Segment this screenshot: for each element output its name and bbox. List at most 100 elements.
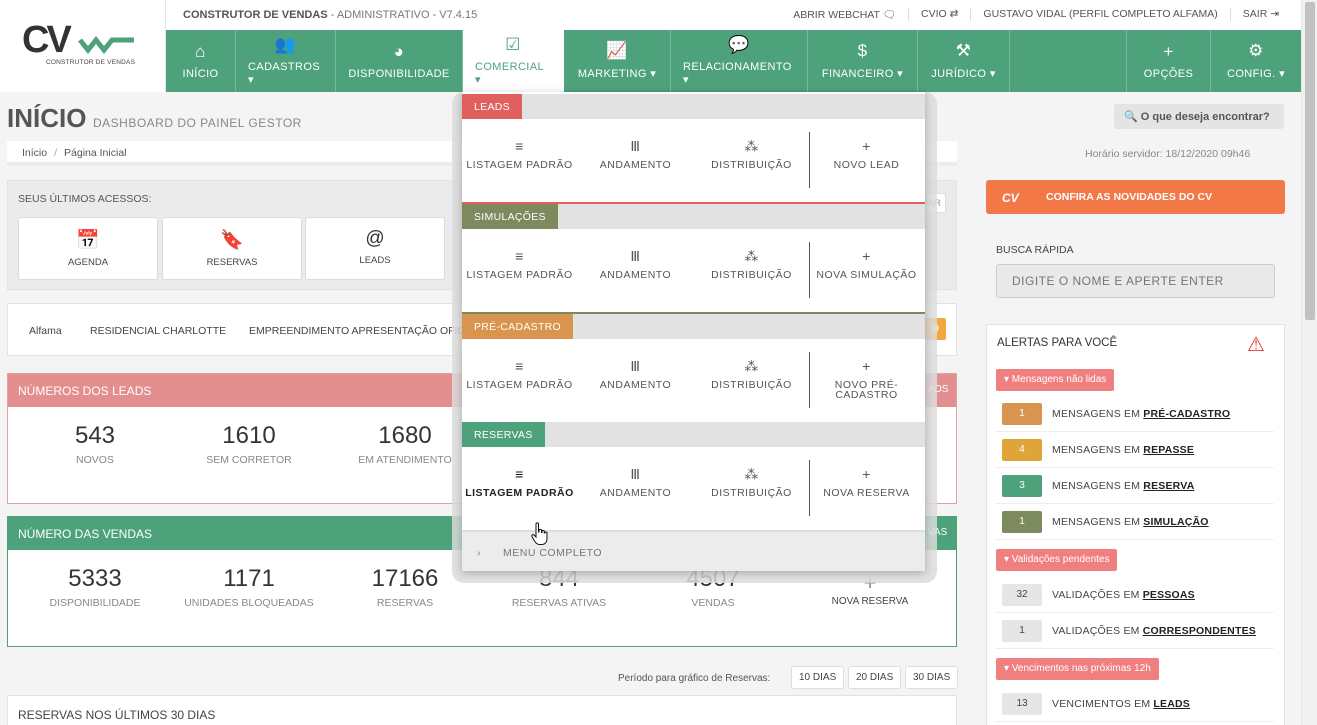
option-label: LISTAGEM PADRÃO bbox=[466, 379, 573, 391]
period-label: Período para gráfico de Reservas: bbox=[618, 673, 771, 684]
nav-marketing[interactable]: 📈 MARKETING ▾ bbox=[564, 30, 671, 92]
stat-label: VENDAS bbox=[691, 597, 735, 609]
alert-text: MENSAGENS EM REPASSE bbox=[1052, 444, 1194, 456]
stat-em-atendimento[interactable]: 1680 EM ATENDIMENTO bbox=[330, 422, 480, 466]
product-name: CONSTRUTOR DE VENDAS bbox=[183, 9, 328, 21]
leads-distribuicao[interactable]: ⁂ DISTRIBUIÇÃO bbox=[694, 139, 809, 170]
alert-row[interactable]: 1 MENSAGENS EM SIMULAÇÃO bbox=[996, 504, 1274, 540]
gear-icon: ⚙ bbox=[1248, 41, 1264, 60]
stat-reservas[interactable]: 17166 RESERVAS bbox=[330, 565, 480, 609]
scrollbar-thumb[interactable] bbox=[1305, 2, 1315, 320]
nav-opcoes[interactable]: + OPÇÕES bbox=[1126, 30, 1211, 92]
option-label: NOVA RESERVA bbox=[823, 487, 910, 499]
period-30-button[interactable]: 30 DIAS bbox=[905, 666, 959, 689]
webchat-link[interactable]: ABRIR WEBCHAT 🗨 bbox=[793, 9, 897, 21]
section-tag: PRÉ-CADASTRO bbox=[462, 314, 574, 339]
nav-relacionamento[interactable]: 💬 RELACIONAMENTO ▾ bbox=[671, 30, 808, 92]
tab-empreendimento[interactable]: EMPREENDIMENTO APRESENTAÇÃO OFICI bbox=[249, 325, 468, 337]
alert-row[interactable]: 13 VENCIMENTOS EM LEADS bbox=[996, 686, 1274, 722]
cvio-link[interactable]: CVIO ⇄ bbox=[908, 8, 970, 21]
chart-line-icon: 📈 bbox=[606, 41, 628, 60]
dashboard-icon: ◕ bbox=[393, 41, 405, 61]
alert-group-due[interactable]: ▾ Vencimentos nas próximas 12h bbox=[996, 658, 1159, 680]
vertical-scrollbar[interactable] bbox=[1301, 0, 1317, 725]
tile-reservas[interactable]: 🔖 RESERVAS bbox=[162, 217, 302, 280]
simulacoes-listagem-padrao[interactable]: ≡ LISTAGEM PADRÃO bbox=[462, 249, 577, 280]
breadcrumb-current: Página Inicial bbox=[64, 147, 127, 159]
nav-label: CONFIG. ▾ bbox=[1226, 68, 1285, 80]
option-label: LISTAGEM PADRÃO bbox=[466, 269, 573, 281]
leads-novo[interactable]: + NOVO LEAD bbox=[809, 139, 924, 170]
stat-disponibilidade[interactable]: 5333 DISPONIBILIDADE bbox=[20, 565, 170, 609]
stat-label: EM ATENDIMENTO bbox=[358, 454, 452, 466]
pre-cadastro-distribuicao[interactable]: ⁂ DISTRIBUIÇÃO bbox=[694, 359, 809, 390]
find-button[interactable]: 🔍 O que deseja encontrar? bbox=[1114, 104, 1284, 129]
pre-cadastro-andamento[interactable]: Ⅲ ANDAMENTO bbox=[578, 359, 693, 390]
list-icon: ≡ bbox=[515, 248, 524, 264]
alert-row[interactable]: 1 MENSAGENS EM PRÉ-CADASTRO bbox=[996, 396, 1274, 432]
alert-link[interactable]: RESERVA bbox=[1143, 480, 1195, 492]
nav-inicio[interactable]: ⌂ INÍCIO bbox=[166, 30, 236, 92]
alert-link[interactable]: SIMULAÇÃO bbox=[1143, 516, 1209, 528]
nav-comercial[interactable]: ☑ COMERCIAL ▾ bbox=[463, 30, 564, 92]
stat-label: RESERVAS bbox=[376, 597, 434, 609]
nav-cadastros[interactable]: 👥 CADASTROS ▾ bbox=[236, 30, 336, 92]
pre-cadastro-novo[interactable]: + NOVO PRÉ-CADASTRO bbox=[809, 359, 924, 400]
alert-row[interactable]: 4 MENSAGENS EM REPASSE bbox=[996, 432, 1274, 468]
tab-alfama[interactable]: Alfama bbox=[29, 325, 62, 337]
nav-financeiro[interactable]: $ FINANCEIRO ▾ bbox=[808, 30, 918, 92]
alert-link[interactable]: PESSOAS bbox=[1142, 589, 1195, 601]
nav-config[interactable]: ⚙ CONFIG. ▾ bbox=[1211, 30, 1301, 92]
period-20-button[interactable]: 20 DIAS bbox=[848, 666, 902, 689]
tile-agenda[interactable]: 📅 AGENDA bbox=[18, 217, 158, 280]
alerts-title: ALERTAS PARA VOCÊ bbox=[997, 337, 1118, 349]
stat-unidades-bloqueadas[interactable]: 1171 UNIDADES BLOQUEADAS bbox=[174, 565, 324, 609]
plus-icon: + bbox=[862, 138, 871, 154]
logout-link[interactable]: SAIR ⇥ bbox=[1229, 8, 1291, 21]
logo[interactable]: CV CONSTRUTOR DE VENDAS bbox=[0, 0, 166, 92]
nav-disponibilidade[interactable]: ◕ DISPONIBILIDADE bbox=[336, 30, 463, 92]
tile-leads[interactable]: @ LEADS bbox=[305, 217, 445, 280]
alert-row[interactable]: 1 VALIDAÇÕES EM CORRESPONDENTES bbox=[996, 613, 1274, 649]
simulacoes-nova[interactable]: + NOVA SIMULAÇÃO bbox=[809, 249, 924, 280]
leads-andamento[interactable]: Ⅲ ANDAMENTO bbox=[578, 139, 693, 170]
reservas-nova[interactable]: + NOVA RESERVA bbox=[809, 467, 924, 498]
user-profile-link[interactable]: GUSTAVO VIDAL (PERFIL COMPLETO ALFAMA) bbox=[970, 8, 1229, 21]
home-icon: ⌂ bbox=[195, 41, 206, 61]
reservas-distribuicao[interactable]: ⁂ DISTRIBUIÇÃO bbox=[694, 467, 809, 498]
alert-count: 1 bbox=[1002, 511, 1042, 533]
quick-search-input[interactable] bbox=[996, 264, 1275, 298]
alert-link[interactable]: LEADS bbox=[1153, 698, 1190, 710]
alert-link[interactable]: CORRESPONDENTES bbox=[1142, 625, 1256, 637]
leads-listagem-padrao[interactable]: ≡ LISTAGEM PADRÃO bbox=[462, 139, 577, 170]
alert-link[interactable]: PRÉ-CADASTRO bbox=[1143, 408, 1231, 420]
alert-link[interactable]: REPASSE bbox=[1143, 444, 1195, 456]
alert-row[interactable]: 3 MENSAGENS EM RESERVA bbox=[996, 468, 1274, 504]
new-reserve-label: NOVA RESERVA bbox=[831, 596, 909, 607]
simulacoes-andamento[interactable]: Ⅲ ANDAMENTO bbox=[578, 249, 693, 280]
alert-group-validations[interactable]: ▾ Validações pendentes bbox=[996, 549, 1118, 571]
period-10-button[interactable]: 10 DIAS bbox=[791, 666, 845, 689]
stat-novos[interactable]: 543 NOVOS bbox=[20, 422, 170, 466]
tab-residencial-charlotte[interactable]: RESIDENCIAL CHARLOTTE bbox=[90, 325, 227, 337]
pre-cadastro-listagem-padrao[interactable]: ≡ LISTAGEM PADRÃO bbox=[462, 359, 577, 390]
tile-label: RESERVAS bbox=[206, 257, 258, 268]
simulacoes-distribuicao[interactable]: ⁂ DISTRIBUIÇÃO bbox=[694, 249, 809, 280]
reservas-listagem-padrao[interactable]: ≡ LISTAGEM PADRÃO bbox=[462, 467, 577, 498]
breadcrumb-home[interactable]: Início bbox=[22, 147, 48, 159]
alert-group-unread[interactable]: ▾ Mensagens não lidas bbox=[996, 369, 1115, 391]
news-button[interactable]: CV CONFIRA AS NOVIDADES DO CV bbox=[986, 180, 1285, 214]
stat-value: 17166 bbox=[371, 565, 439, 592]
option-label: LISTAGEM PADRÃO bbox=[465, 487, 574, 499]
plus-icon: + bbox=[862, 358, 871, 374]
nav-juridico[interactable]: ⚒ JURÍDICO ▾ bbox=[918, 30, 1010, 92]
stat-value: 5333 bbox=[68, 565, 122, 592]
tile-label: AGENDA bbox=[67, 257, 109, 268]
alert-text: MENSAGENS EM SIMULAÇÃO bbox=[1052, 516, 1209, 528]
stat-label: RESERVAS ATIVAS bbox=[511, 597, 607, 609]
nav-spacer bbox=[1010, 30, 1126, 92]
columns-icon: Ⅲ bbox=[630, 248, 641, 264]
alert-row[interactable]: 32 VALIDAÇÕES EM PESSOAS bbox=[996, 577, 1274, 613]
reservas-andamento[interactable]: Ⅲ ANDAMENTO bbox=[578, 467, 693, 498]
stat-sem-corretor[interactable]: 1610 SEM CORRETOR bbox=[174, 422, 324, 466]
